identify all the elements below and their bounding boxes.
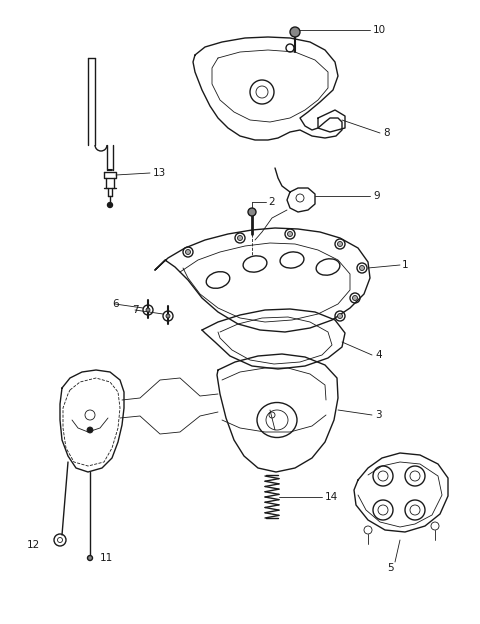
Circle shape — [360, 265, 364, 270]
Text: 2: 2 — [268, 197, 275, 207]
Circle shape — [185, 250, 191, 255]
Text: 5: 5 — [387, 563, 393, 573]
Circle shape — [288, 232, 292, 236]
Text: 9: 9 — [373, 191, 380, 201]
Circle shape — [290, 27, 300, 37]
Text: 7: 7 — [132, 305, 139, 315]
Circle shape — [238, 235, 242, 240]
Text: 6: 6 — [112, 299, 119, 309]
Circle shape — [87, 555, 93, 560]
Circle shape — [108, 203, 112, 208]
Text: 14: 14 — [325, 492, 338, 502]
Circle shape — [337, 241, 343, 246]
Text: 4: 4 — [375, 350, 382, 360]
Text: 13: 13 — [153, 168, 166, 178]
Circle shape — [248, 208, 256, 216]
Circle shape — [166, 314, 170, 318]
Text: 11: 11 — [100, 553, 113, 563]
Circle shape — [337, 313, 343, 318]
Text: 8: 8 — [383, 128, 390, 138]
Text: 3: 3 — [375, 410, 382, 420]
Circle shape — [352, 296, 358, 301]
Circle shape — [87, 427, 93, 433]
Text: 1: 1 — [402, 260, 408, 270]
Text: 10: 10 — [373, 25, 386, 35]
Circle shape — [146, 308, 150, 312]
Text: 12: 12 — [27, 540, 40, 550]
